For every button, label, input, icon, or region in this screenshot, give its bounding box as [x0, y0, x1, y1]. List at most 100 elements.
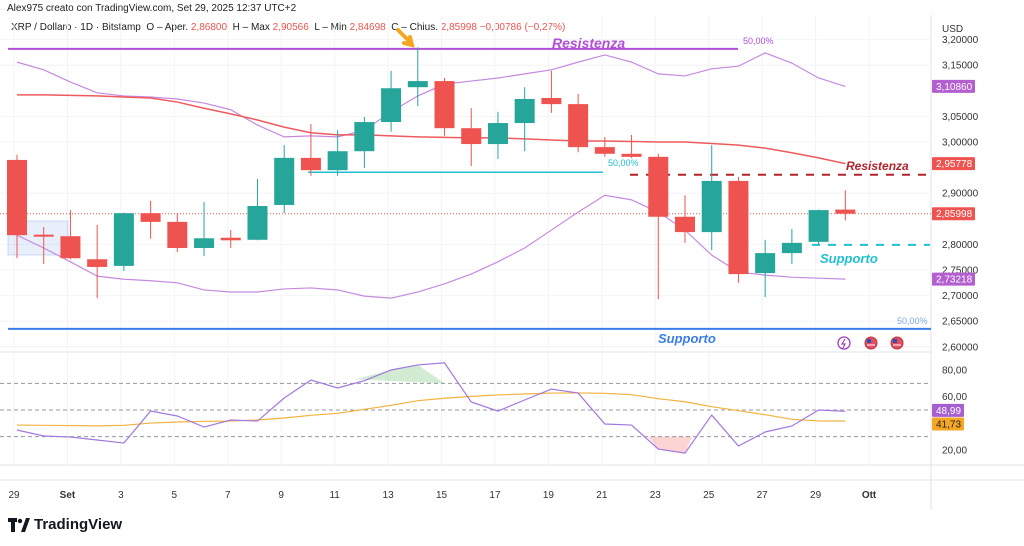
candle-sep-20	[594, 136, 615, 157]
candle-body	[113, 213, 134, 266]
candle-sep-24	[701, 145, 722, 251]
candle-sep-11	[354, 116, 375, 169]
support-dashed-label: Supporto	[820, 251, 878, 266]
price-label-text: 2,95778	[936, 159, 973, 170]
close-value: 2,85998	[440, 22, 477, 33]
x-tick-label: 9	[278, 490, 284, 501]
candle-body	[354, 122, 375, 152]
candle-body	[808, 210, 829, 242]
candle-body	[274, 157, 295, 205]
candle-body	[728, 180, 749, 275]
moving-average-line	[17, 94, 846, 165]
x-tick-label: 25	[703, 490, 715, 501]
candle-sep-7	[247, 178, 268, 241]
candle-body	[87, 259, 108, 267]
price-label-badge	[932, 157, 975, 171]
candle-sep-6	[220, 230, 241, 248]
symbol-label[interactable]: XRP / Dollaro · 1D · Bitstamp	[11, 22, 141, 33]
ohlc-legend: XRP / Dollaro · 1D · Bitstamp O – Aper. …	[11, 22, 565, 33]
bollinger-upper-line	[16, 52, 846, 138]
candle-sep-27	[781, 229, 802, 264]
candle-sep-5	[194, 201, 215, 257]
price-label-badge	[932, 272, 975, 286]
rsi-signal-line	[16, 392, 846, 427]
close-label: C – Chius.	[391, 22, 438, 33]
lightning-event-icon	[837, 336, 851, 350]
candle-sep-19	[568, 93, 589, 153]
low-value: 2,84698	[349, 22, 386, 33]
flag-canton	[867, 339, 871, 343]
bollinger-lower-line	[16, 194, 846, 299]
candle-sep-23	[675, 195, 695, 243]
candle-sep-29	[835, 190, 856, 221]
candle-body	[755, 253, 776, 274]
candle-sep-26	[755, 239, 776, 298]
x-tick-label: 21	[596, 490, 608, 501]
change-value: −0,00786 (−0,27%)	[479, 22, 566, 33]
candle-sep-1	[87, 224, 108, 299]
candle-body	[327, 151, 348, 171]
y-tick-label: 2,70000	[942, 291, 979, 302]
high-label: H – Max	[232, 22, 270, 33]
candle-body	[648, 156, 669, 217]
y-tick-label: 2,80000	[942, 240, 979, 251]
candle-aug-29	[7, 154, 27, 259]
y-tick-label: 3,15000	[942, 61, 979, 72]
support-label: Supporto	[658, 331, 716, 346]
candle-body	[541, 97, 562, 105]
x-tick-label: 23	[650, 490, 662, 501]
rsi-value-text: 41,73	[936, 420, 961, 431]
candle-body	[60, 236, 81, 259]
candle-aug-31	[60, 210, 81, 260]
logo-text: TradingView	[34, 516, 123, 533]
candle-body	[33, 234, 54, 237]
rsi-tick-label: 80,00	[942, 366, 967, 377]
x-tick-label: 11	[329, 490, 340, 501]
x-tick-label: 5	[172, 490, 178, 501]
tradingview-logo[interactable]: TradingView	[8, 516, 122, 533]
candle-sep-22	[648, 153, 669, 300]
arrow-annotation-icon	[396, 28, 415, 48]
rsi-value-badge	[932, 403, 964, 417]
price-label-text: 3,10860	[936, 82, 973, 93]
candle-body	[140, 213, 161, 222]
x-tick-label: 13	[383, 490, 395, 501]
candle-body	[247, 206, 268, 240]
candle-body	[220, 237, 241, 241]
candle-body	[514, 98, 535, 124]
candle-body	[701, 180, 722, 233]
price-label-text: 2,85998	[936, 209, 973, 220]
tradingview-logo-icon	[8, 517, 30, 532]
chart-credit: Alex975 creato con TradingView.com, Set …	[7, 3, 297, 14]
high-value: 2,90566	[272, 22, 309, 33]
rsi-overbought-fill	[355, 364, 445, 384]
rsi-value-badge	[932, 417, 964, 431]
y-tick-label: 2,75000	[942, 266, 979, 277]
candle-body	[621, 153, 642, 157]
y-tick-label: 2,65000	[942, 317, 979, 328]
candle-sep-8	[274, 145, 295, 214]
fib-pct-label: 50,00%	[897, 316, 928, 326]
candle-body	[781, 242, 802, 254]
x-tick-label: 29	[8, 490, 20, 501]
x-tick-label: 17	[489, 490, 501, 501]
candle-sep-14	[434, 78, 455, 136]
x-tick-label: 27	[757, 490, 769, 501]
candle-body	[594, 147, 615, 154]
resistance-dashed-label: Resistenza	[846, 159, 909, 173]
x-tick-label: 19	[543, 490, 555, 501]
candle-sep-28	[808, 209, 829, 245]
rsi-value-text: 48,99	[936, 406, 961, 417]
candle-sep-15	[461, 108, 482, 167]
candle-body	[434, 81, 455, 129]
price-label-badge	[932, 207, 975, 221]
candles	[7, 47, 856, 300]
rsi-panel	[0, 362, 931, 454]
fib-pct-label: 50,00%	[743, 36, 774, 46]
candle-sep-4	[167, 213, 188, 253]
axes: USD 29 Set 3 5 7 9 11 13 15 17 19 21 23 25 27 29 Ott 3,20…	[8, 24, 978, 501]
x-tick-label: Set	[60, 490, 76, 501]
y-tick-label: 3,00000	[942, 138, 979, 149]
y-tick-label: 3,20000	[942, 35, 979, 46]
